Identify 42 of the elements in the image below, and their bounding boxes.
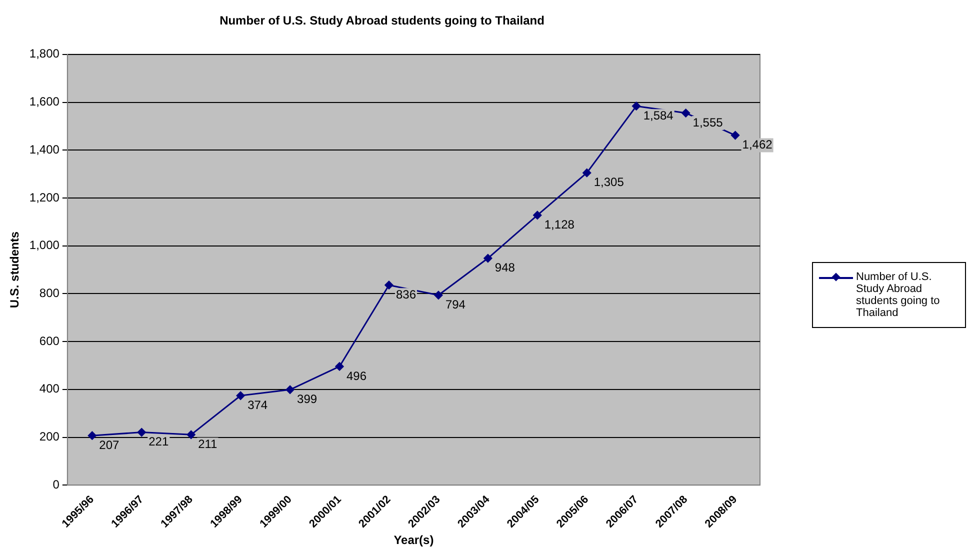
point — [137, 428, 146, 437]
data-label: 1,462 — [742, 138, 773, 152]
point — [484, 254, 492, 263]
chart-title: Number of U.S. Study Abroad students going to Thailand — [220, 14, 544, 28]
point — [582, 168, 592, 178]
point — [384, 280, 394, 290]
data-label: 207 — [99, 438, 120, 452]
legend-label: Number of U.S. Study Abroad students going to Thailand — [856, 271, 941, 319]
point — [186, 430, 196, 439]
y-tick-label: 1,800 — [29, 46, 60, 61]
point — [434, 290, 443, 300]
data-label: 1,305 — [594, 175, 624, 190]
point — [88, 431, 96, 440]
y-tick-label: 800 — [39, 286, 60, 300]
y-tick-label: 1,200 — [29, 190, 60, 204]
point — [286, 385, 294, 394]
y-tick-label: 200 — [39, 430, 60, 444]
y-tick-label: 1,600 — [29, 94, 60, 109]
data-label: 211 — [198, 436, 218, 451]
data-label: 496 — [346, 368, 367, 383]
data-label: 1,128 — [544, 218, 575, 232]
y-tick-label: 0 — [52, 477, 60, 492]
data-label: 221 — [148, 434, 169, 449]
y-tick-label: 1,000 — [29, 238, 60, 252]
point — [335, 362, 344, 371]
point — [533, 210, 542, 220]
data-label: 399 — [297, 392, 318, 406]
data-label: 948 — [494, 260, 516, 275]
data-label: 1,555 — [692, 115, 724, 130]
data-label: 836 — [396, 287, 416, 302]
y-tick-label: 600 — [39, 334, 60, 348]
data-label: 794 — [445, 297, 466, 312]
data-label: 374 — [248, 398, 268, 412]
x-axis-title: Year(s) — [394, 533, 434, 548]
point — [632, 102, 641, 110]
point — [236, 391, 245, 400]
y-axis-title: U.S. students — [8, 231, 22, 308]
y-tick-label: 400 — [39, 382, 60, 396]
data-label: 1,584 — [643, 108, 674, 122]
y-tick-label: 1,400 — [29, 142, 60, 156]
point — [682, 108, 690, 118]
point — [731, 131, 740, 140]
